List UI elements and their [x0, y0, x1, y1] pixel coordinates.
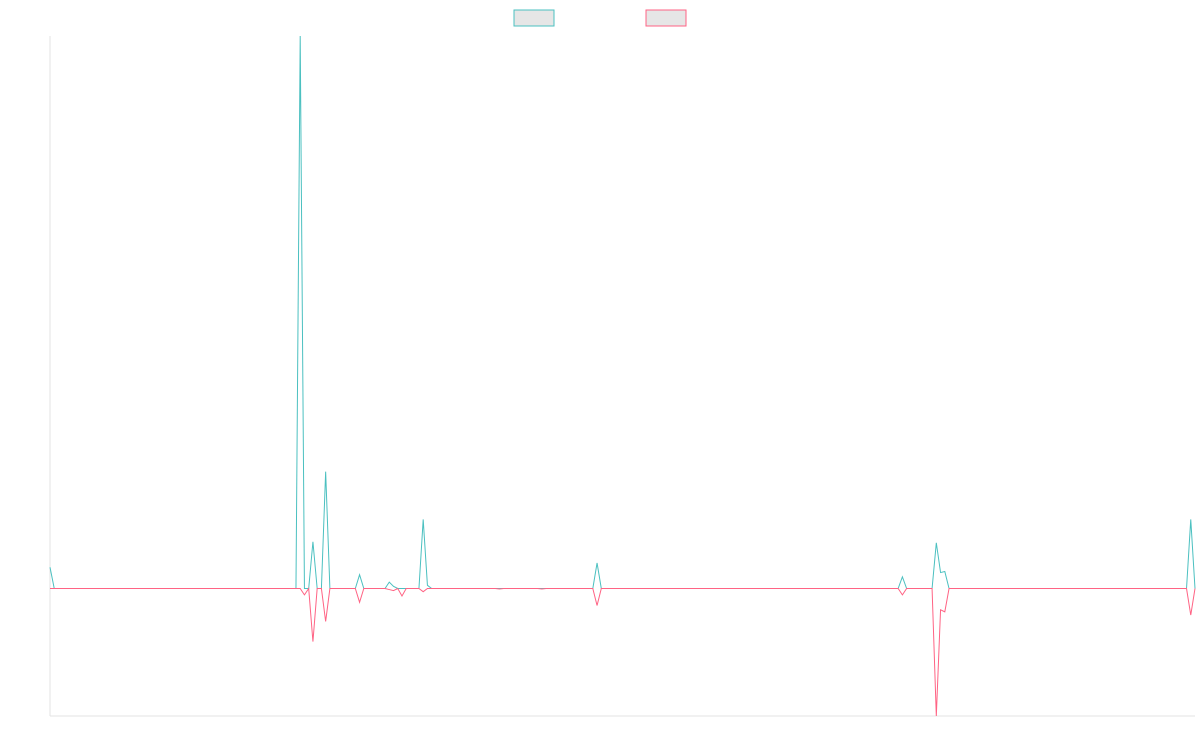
- series-line-1: [49, 35, 1196, 589]
- legend-swatch-2[interactable]: [645, 9, 687, 27]
- series-layer: [49, 35, 1196, 717]
- legend[interactable]: [513, 9, 687, 27]
- series-line-2: [50, 587, 1196, 717]
- legend-swatch-1[interactable]: [513, 9, 555, 27]
